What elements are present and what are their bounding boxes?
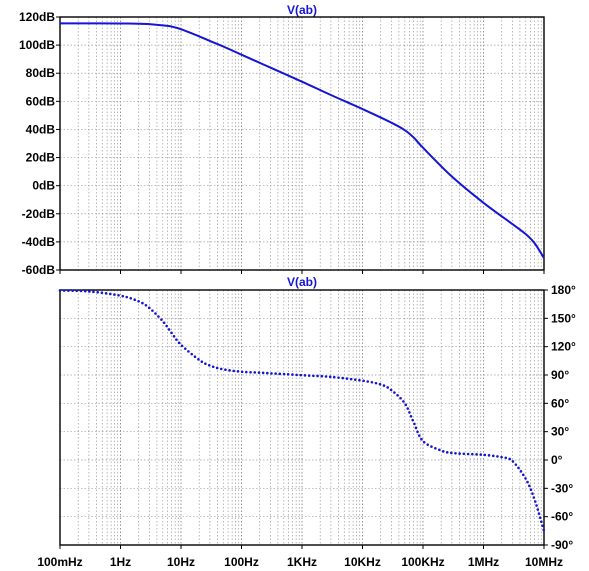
y-tick-label: -60dB <box>22 263 56 277</box>
y-tick-label: 0° <box>551 453 563 467</box>
y-tick-label: 20dB <box>26 151 56 165</box>
y-tick-label: 150° <box>551 311 576 325</box>
y-tick-label: 120° <box>551 340 576 354</box>
x-tick-label: 10KHz <box>344 555 381 569</box>
chart-title: V(ab) <box>287 275 317 289</box>
y-tick-label: -30° <box>551 481 573 495</box>
y-tick-label: 60° <box>551 396 569 410</box>
y-tick-label: 100dB <box>19 38 55 52</box>
x-tick-label: 1KHz <box>287 555 317 569</box>
x-tick-label: 1MHz <box>468 555 499 569</box>
x-tick-label: 100mHz <box>37 555 82 569</box>
x-tick-label: 100Hz <box>224 555 259 569</box>
x-tick-label: 10Hz <box>167 555 195 569</box>
magnitude-series-line <box>59 22 545 259</box>
y-tick-label: 0dB <box>32 179 55 193</box>
y-tick-label: 40dB <box>26 122 56 136</box>
y-tick-label: -60° <box>551 510 573 524</box>
x-tick-label: 1Hz <box>110 555 131 569</box>
phase-series-line <box>58 289 546 533</box>
x-tick-label: 100KHz <box>401 555 444 569</box>
x-tick-label: 10MHz <box>525 555 563 569</box>
y-tick-label: 30° <box>551 425 569 439</box>
chart-title: V(ab) <box>287 3 317 17</box>
y-tick-label: 80dB <box>26 66 56 80</box>
y-tick-label: 90° <box>551 368 569 382</box>
y-tick-label: 180° <box>551 283 576 297</box>
y-tick-label: 60dB <box>26 94 56 108</box>
y-tick-label: -20dB <box>22 207 56 221</box>
y-tick-label: -40dB <box>22 235 56 249</box>
y-tick-label: 120dB <box>19 10 55 24</box>
y-tick-label: -90° <box>551 538 573 552</box>
